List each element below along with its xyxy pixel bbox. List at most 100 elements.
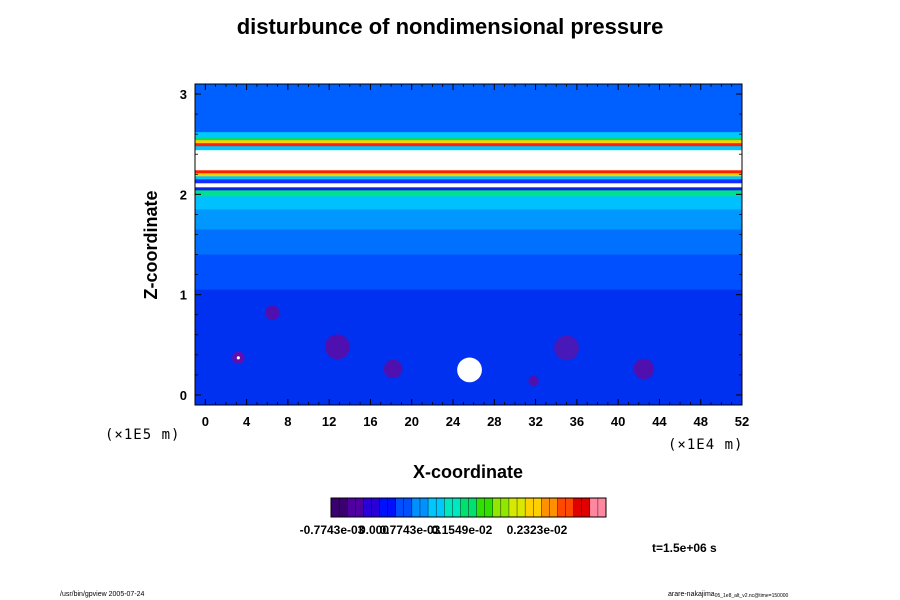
colorbar-tick-label: 0.1549e-02 <box>432 523 493 537</box>
colorbar-swatch <box>346 497 356 518</box>
y-axis: 0 1 2 3 <box>180 87 742 403</box>
colorbar-swatch <box>435 497 445 518</box>
colorbar-swatch <box>516 497 526 518</box>
colorbar-swatch <box>541 497 550 518</box>
y-tick-label: 1 <box>180 288 187 303</box>
y-tick-label: 3 <box>180 87 187 102</box>
y-tick-label: 0 <box>180 388 187 403</box>
colorbar-swatch <box>476 497 486 518</box>
x-axis-title: X-coordinate <box>413 462 523 482</box>
footer-right-main: arare-nakajima <box>668 591 715 598</box>
contour-band-16 <box>195 229 742 256</box>
x-tick-label: 36 <box>570 414 584 429</box>
x-exponent-note: (×1E4 m) <box>668 437 743 453</box>
contour-anomaly-3 <box>325 334 350 360</box>
contour-band-6 <box>195 150 742 171</box>
contour-anomaly-8 <box>633 358 655 380</box>
contour-band-10 <box>195 179 742 184</box>
colorbar-swatch <box>581 497 591 518</box>
y-exponent-note: (×1E5 m) <box>105 427 180 443</box>
x-tick-label: 24 <box>446 414 461 429</box>
colorbar-swatch <box>492 497 502 518</box>
contour-band-2 <box>195 137 742 141</box>
colorbar-swatch <box>573 497 583 518</box>
contour-band-0 <box>195 84 742 133</box>
colorbar-swatch <box>427 497 437 518</box>
chart-title: disturbunce of nondimensional pressure <box>236 14 664 39</box>
x-tick-label: 16 <box>363 414 377 429</box>
x-tick-label: 0 <box>202 414 209 429</box>
colorbar-swatch <box>589 497 599 518</box>
colorbar-swatch <box>363 497 372 518</box>
colorbar-tick-label: -0.7743e-03 <box>300 523 365 537</box>
x-tick-label: 48 <box>693 414 707 429</box>
x-tick-label: 32 <box>528 414 542 429</box>
x-tick-label: 52 <box>735 414 749 429</box>
x-tick-label: 12 <box>322 414 336 429</box>
colorbar-labels: -0.7743e-030.0000.7743e-030.1549e-02 0.23… <box>300 523 568 537</box>
x-tick-label: 44 <box>652 414 667 429</box>
colorbar-swatch <box>444 497 453 518</box>
contour-anomaly-5 <box>457 357 482 383</box>
contour-anomaly-6 <box>528 375 539 387</box>
contour-band-14 <box>195 196 742 210</box>
contour-band-7 <box>195 170 742 174</box>
colorbar-frame <box>330 497 607 518</box>
colorbar-swatch <box>524 497 534 518</box>
colorbar-swatch <box>460 497 470 518</box>
contour-band-1 <box>195 132 742 138</box>
y-axis-title: Z-coordinate <box>141 190 161 299</box>
colorbar-swatch <box>330 497 340 518</box>
colorbar-swatch <box>379 497 389 518</box>
colorbar-swatch <box>411 497 421 518</box>
contour-band-11 <box>195 183 742 188</box>
colorbar-swatch <box>565 497 575 518</box>
colorbar-swatch <box>452 497 461 518</box>
plot-area <box>195 84 742 405</box>
x-axis: 0 4 8 12 16 20 24 28 32 36 40 44 48 52 <box>202 84 749 429</box>
contour-anomaly-2 <box>265 305 280 320</box>
contour-band-12 <box>195 187 742 191</box>
colorbar-swatch <box>403 497 413 518</box>
plot-frame <box>194 83 743 406</box>
y-tick-label: 2 <box>180 187 187 202</box>
colorbar-swatch <box>549 497 558 518</box>
colorbar-swatch <box>597 497 607 518</box>
colorbar-swatch <box>508 497 518 518</box>
colorbar-tick-label: 0.000 <box>359 523 389 537</box>
contour-band-18 <box>195 289 742 405</box>
colorbar-tick-label: 0.2323e-02 <box>507 523 568 537</box>
contour-anomaly-7 <box>554 335 579 361</box>
colorbar-swatch <box>468 497 478 518</box>
contour-band-9 <box>195 176 742 180</box>
colorbar-swatch <box>395 497 405 518</box>
contour-band-17 <box>195 254 742 291</box>
colorbar-swatch <box>500 497 510 518</box>
contour-band-3 <box>195 140 742 144</box>
contour-band-13 <box>195 190 742 197</box>
contour-band-5 <box>195 146 742 151</box>
colorbar-swatch <box>484 497 494 518</box>
colorbar-swatch <box>371 497 381 518</box>
x-tick-label: 28 <box>487 414 501 429</box>
x-tick-label: 4 <box>243 414 251 429</box>
time-label: t=1.5e+06 s <box>652 541 717 555</box>
colorbar-tick-label: 0.7743e-03 <box>380 523 441 537</box>
colorbar-swatch <box>355 497 364 518</box>
colorbar-swatch <box>533 497 542 518</box>
contour-anomaly-4 <box>383 359 403 379</box>
colorbar-swatch <box>338 497 348 518</box>
x-tick-label: 40 <box>611 414 625 429</box>
footer-right-small: 05_1e8_alt_v2.nc@time=150000 <box>715 593 789 599</box>
x-tick-label: 8 <box>284 414 291 429</box>
contour-band-4 <box>195 143 742 147</box>
contour-band-15 <box>195 209 742 230</box>
contour-band-8 <box>195 173 742 177</box>
footer-left: /usr/bin/gpview 2005-07-24 <box>60 591 145 598</box>
colorbar-swatch <box>419 497 429 518</box>
footer-right: arare-nakajima05_1e8_alt_v2.nc@time=1500… <box>668 591 789 599</box>
contour-anomaly-1 <box>236 356 240 360</box>
colorbar <box>330 497 607 518</box>
colorbar-swatch <box>387 497 397 518</box>
